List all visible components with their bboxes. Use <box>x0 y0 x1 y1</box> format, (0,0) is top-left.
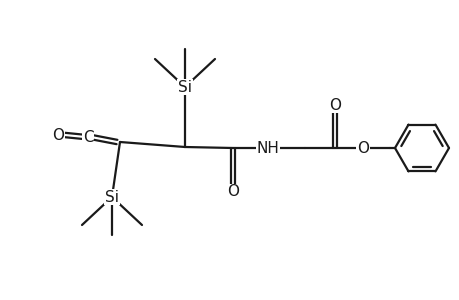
Text: C: C <box>83 130 93 145</box>
Text: O: O <box>226 184 239 200</box>
Text: Si: Si <box>178 80 191 94</box>
Text: NH: NH <box>256 140 279 155</box>
Text: O: O <box>52 128 64 142</box>
Text: O: O <box>328 98 340 112</box>
Text: Si: Si <box>105 190 119 205</box>
Text: O: O <box>356 140 368 155</box>
